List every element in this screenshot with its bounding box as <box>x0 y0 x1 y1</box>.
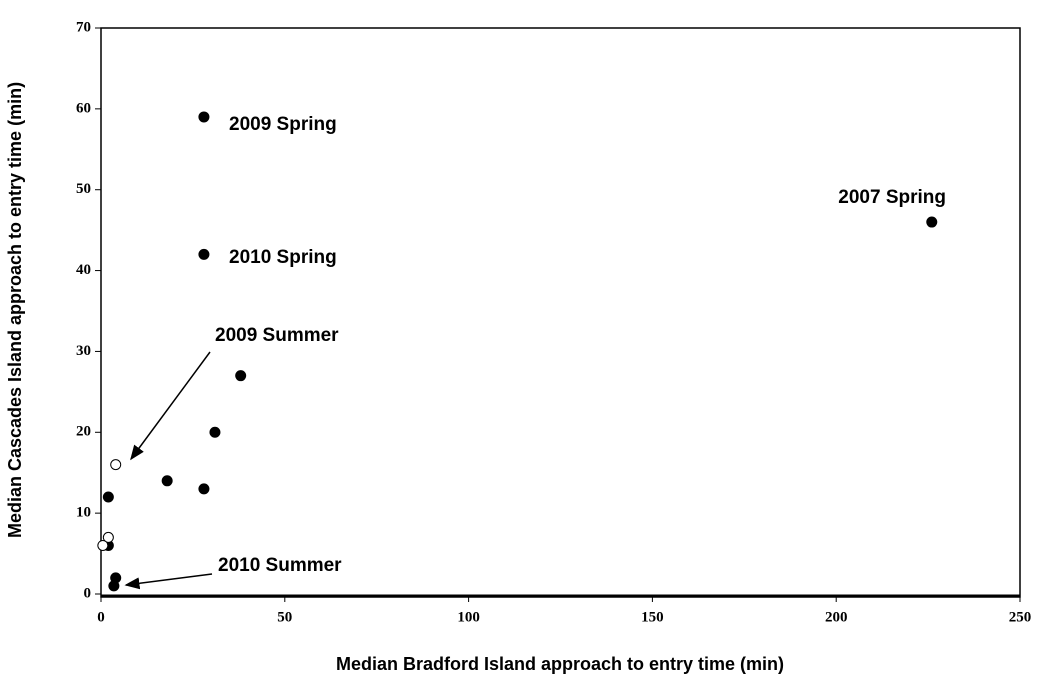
x-tick-label: 50 <box>277 609 292 625</box>
y-tick-label: 30 <box>76 343 91 359</box>
arrow <box>124 573 213 590</box>
annotation: 2009 Spring <box>229 114 337 135</box>
point <box>110 459 122 471</box>
y-tick-label: 40 <box>76 262 91 278</box>
y-tick-label: 50 <box>76 181 91 197</box>
y-tick-label: 20 <box>76 424 91 440</box>
point <box>97 539 109 551</box>
x-tick-label: 250 <box>1009 609 1032 625</box>
point <box>198 483 210 495</box>
x-axis-title: Median Bradford Island approach to entry… <box>336 654 784 674</box>
point <box>926 216 938 228</box>
y-axis-title: Median Cascades Island approach to entry… <box>5 82 25 538</box>
x-tick-label: 0 <box>97 609 105 625</box>
point <box>235 370 247 382</box>
point <box>161 475 173 487</box>
point <box>102 491 114 503</box>
annotation: 2009 Summer <box>215 325 339 346</box>
x-tick-label: 200 <box>825 609 848 625</box>
annotation: 2010 Summer <box>218 555 342 576</box>
annotation: 2007 Spring <box>838 187 946 208</box>
x-tick-label: 100 <box>457 609 480 625</box>
point <box>209 426 221 438</box>
point <box>198 111 210 123</box>
arrow <box>130 351 211 461</box>
y-tick-label: 60 <box>76 100 91 116</box>
y-tick-label: 70 <box>76 19 91 35</box>
y-tick-label: 10 <box>76 505 91 521</box>
y-tick-label: 0 <box>84 585 92 601</box>
x-tick-label: 150 <box>641 609 664 625</box>
point <box>102 531 114 543</box>
point <box>108 580 120 592</box>
point <box>198 248 210 260</box>
annotation: 2010 Spring <box>229 247 337 268</box>
